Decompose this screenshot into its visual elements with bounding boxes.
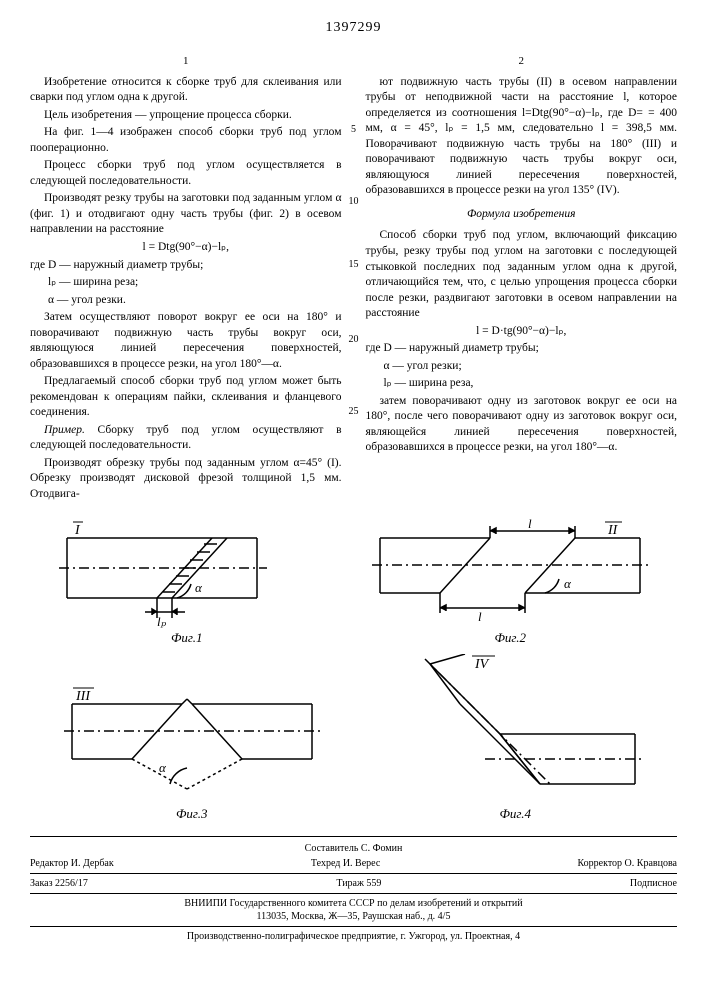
left-def2: lₚ — ширина реза; (48, 275, 342, 291)
figure-1: I α lₚ Фиг.1 (57, 518, 317, 646)
right-def3: lₚ — ширина реза, (384, 376, 678, 392)
right-column: 2 ют подвижную часть трубы (II) в осевом… (366, 54, 678, 504)
right-p3: затем поворачивают одну из заготовок вок… (366, 394, 678, 456)
example-label: Пример. (44, 424, 98, 436)
footer-compiler: Составитель С. Фомин (305, 843, 403, 854)
left-def3: α — угол резки. (48, 293, 342, 309)
footer-addr1: 113035, Москва, Ж—35, Раушская наб., д. … (30, 911, 677, 922)
fig2-l-top: l (528, 518, 532, 531)
footer-org2: Производственно-полиграфическое предприя… (30, 931, 677, 942)
fig2-alpha: α (564, 576, 572, 591)
fig1-lp: lₚ (157, 614, 167, 628)
document-number: 1397299 (30, 20, 677, 36)
left-p1: Изобретение относится к сборке труб для … (30, 75, 342, 106)
left-p7: Предлагаемый способ сборки труб под угло… (30, 374, 342, 421)
fig4-roman: IV (474, 657, 490, 672)
fig3-alpha: α (159, 760, 167, 775)
right-def1: где D — наружный диаметр трубы; (366, 341, 678, 357)
footer-editor: Редактор И. Дербак (30, 858, 114, 869)
linenum-25: 25 (349, 406, 359, 417)
left-p5: Производят резку трубы на заготовки под … (30, 191, 342, 238)
figure-3: III α Фиг.3 (62, 684, 322, 822)
right-p2: Способ сборки труб под углом, включающий… (366, 228, 678, 321)
figures-area: I α lₚ Фиг.1 (30, 518, 677, 822)
footer-divider (30, 926, 677, 927)
fig3-caption: Фиг.3 (62, 806, 322, 822)
left-p2: Цель изобретения — упрощение процесса сб… (30, 108, 342, 124)
claim-title: Формула изобретения (366, 207, 678, 223)
left-p4: Процесс сборки труб под углом осуществля… (30, 158, 342, 189)
footer: Составитель С. Фомин Редактор И. Дербак … (30, 836, 677, 942)
fig4-caption: Фиг.4 (385, 806, 645, 822)
footer-tirazh: Тираж 559 (336, 878, 381, 889)
left-p9: Производят обрезку трубы под заданным уг… (30, 456, 342, 503)
left-p8: Пример. Сборку труб под углом осуществля… (30, 423, 342, 454)
figure-4: IV Фиг.4 (385, 654, 645, 822)
fig1-alpha: α (195, 580, 203, 595)
footer-corrector: Корректор О. Кравцова (577, 858, 677, 869)
footer-signed: Подписное (630, 878, 677, 889)
linenum-15: 15 (349, 259, 359, 270)
left-p6: Затем осуществляют поворот вокруг ее оси… (30, 310, 342, 372)
linenum-5: 5 (351, 124, 356, 135)
footer-tech: Техред И. Верес (311, 858, 380, 869)
text-columns: 1 Изобретение относится к сборке труб дл… (30, 54, 677, 504)
colnum-right: 2 (366, 54, 678, 69)
footer-org1: ВНИИПИ Государственного комитета СССР по… (30, 898, 677, 909)
left-p3: На фиг. 1—4 изображен способ сборки труб… (30, 125, 342, 156)
fig1-roman: I (74, 523, 81, 538)
left-formula1: l = Dtg(90°−α)−lₚ, (30, 240, 342, 256)
footer-order: Заказ 2256/17 (30, 878, 88, 889)
right-def2: α — угол резки; (384, 359, 678, 375)
left-def1: где D — наружный диаметр трубы; (30, 258, 342, 274)
fig1-caption: Фиг.1 (57, 630, 317, 646)
right-formula1: l = D·tg(90°−α)−lₚ, (366, 324, 678, 340)
fig2-roman: II (607, 523, 619, 538)
figure-3-svg: III α (62, 684, 322, 804)
figure-2-svg: II α l l (370, 518, 650, 628)
figure-2: II α l l Фиг.2 (370, 518, 650, 646)
linenum-20: 20 (349, 334, 359, 345)
figure-4-svg: IV (385, 654, 645, 804)
figure-1-svg: I α lₚ (57, 518, 317, 628)
left-column: 1 Изобретение относится к сборке труб дл… (30, 54, 342, 504)
right-p1: ют подвижную часть трубы (II) в осевом н… (366, 75, 678, 199)
linenum-10: 10 (349, 196, 359, 207)
colnum-left: 1 (30, 54, 342, 69)
fig3-roman: III (75, 689, 91, 704)
fig2-l-bot: l (478, 609, 482, 624)
fig2-caption: Фиг.2 (370, 630, 650, 646)
